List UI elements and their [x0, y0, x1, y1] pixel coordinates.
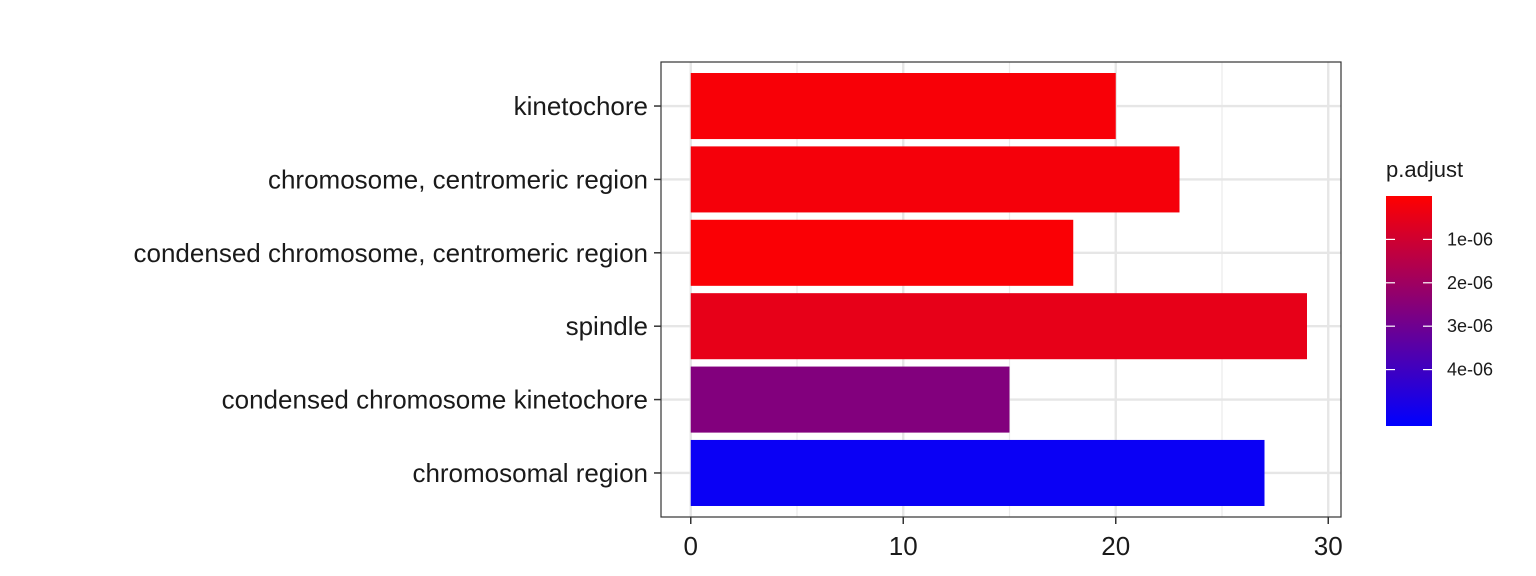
bar: [690, 146, 1180, 213]
category-label: kinetochore: [514, 91, 648, 121]
category-label: condensed chromosome, centromeric region: [134, 238, 648, 268]
legend-tick-label: 4e-06: [1447, 360, 1493, 380]
legend-title: p.adjust: [1386, 157, 1463, 182]
x-tick-label: 30: [1314, 531, 1343, 561]
bar: [690, 293, 1307, 360]
category-label: chromosomal region: [412, 458, 648, 488]
x-tick-label: 0: [684, 531, 698, 561]
category-label: condensed chromosome kinetochore: [222, 385, 648, 415]
legend-tick-label: 1e-06: [1447, 229, 1493, 249]
x-tick-label: 10: [889, 531, 918, 561]
plot-panel-border: [660, 61, 1342, 518]
legend: p.adjust 1e-06 2e-06 3e-06 4e-06: [1386, 157, 1493, 426]
legend-tick-label: 2e-06: [1447, 273, 1493, 293]
bar: [690, 439, 1265, 506]
legend-colorbar: [1386, 196, 1432, 426]
category-label: chromosome, centromeric region: [268, 164, 648, 194]
x-tick-label: 20: [1101, 531, 1130, 561]
category-label: spindle: [566, 311, 648, 341]
legend-ticks: 1e-06 2e-06 3e-06 4e-06: [1386, 229, 1493, 380]
bar: [690, 73, 1116, 140]
legend-tick-label: 3e-06: [1447, 316, 1493, 336]
axes: kinetochore chromosome, centromeric regio…: [134, 91, 1343, 561]
bars: [690, 73, 1307, 506]
bar: [690, 219, 1074, 286]
bar: [690, 366, 1010, 433]
